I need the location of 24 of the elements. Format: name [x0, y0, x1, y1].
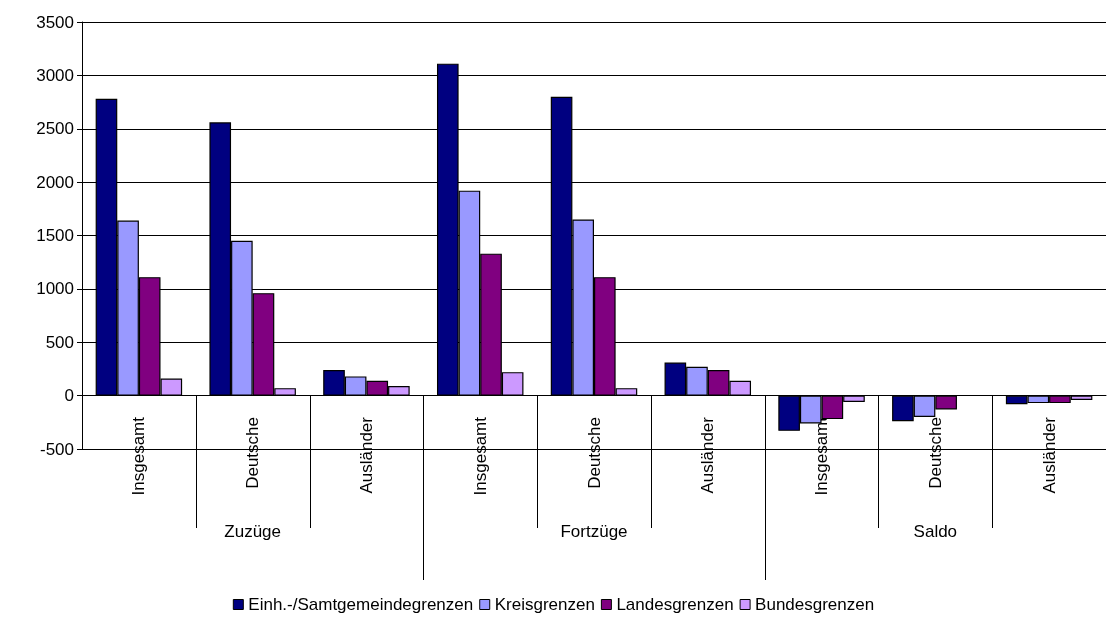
x-tick-label: Ausländer — [1039, 416, 1059, 494]
y-tick-label: 3000 — [36, 65, 74, 85]
x-tick-label: Deutsche — [925, 417, 945, 489]
y-tick-label: 2500 — [36, 119, 74, 139]
y-tick-label: 1500 — [36, 226, 74, 245]
y-tick-label: 2000 — [36, 172, 74, 192]
x-tick-label: Deutsche — [243, 417, 263, 489]
legend-label: Kreisgrenzen — [494, 595, 595, 614]
x-tick-label: Deutsche — [584, 417, 604, 489]
x-tick-label: Ausländer — [356, 416, 376, 494]
y-tick-label: 500 — [45, 332, 74, 352]
legend-label: Einh.-/Samtgemeindegrenzen — [248, 595, 474, 614]
x-tick-label: Ausländer — [698, 416, 718, 494]
text: Saldo — [913, 522, 958, 542]
y-tick-label: 0 — [64, 386, 74, 406]
legend-label: Bundesgrenzen — [755, 595, 875, 614]
text: Zuzüge — [224, 522, 282, 542]
text: Fortzüge — [560, 522, 628, 542]
legend-label: Landesgrenzen — [616, 595, 734, 614]
x-tick-label: Insgesamt — [129, 416, 149, 496]
y-tick-label: -500 — [39, 439, 74, 459]
x-tick-label: Insgesamt — [470, 416, 490, 496]
y-tick-label: 1000 — [36, 279, 74, 299]
y-tick-label: 3500 — [36, 12, 74, 32]
